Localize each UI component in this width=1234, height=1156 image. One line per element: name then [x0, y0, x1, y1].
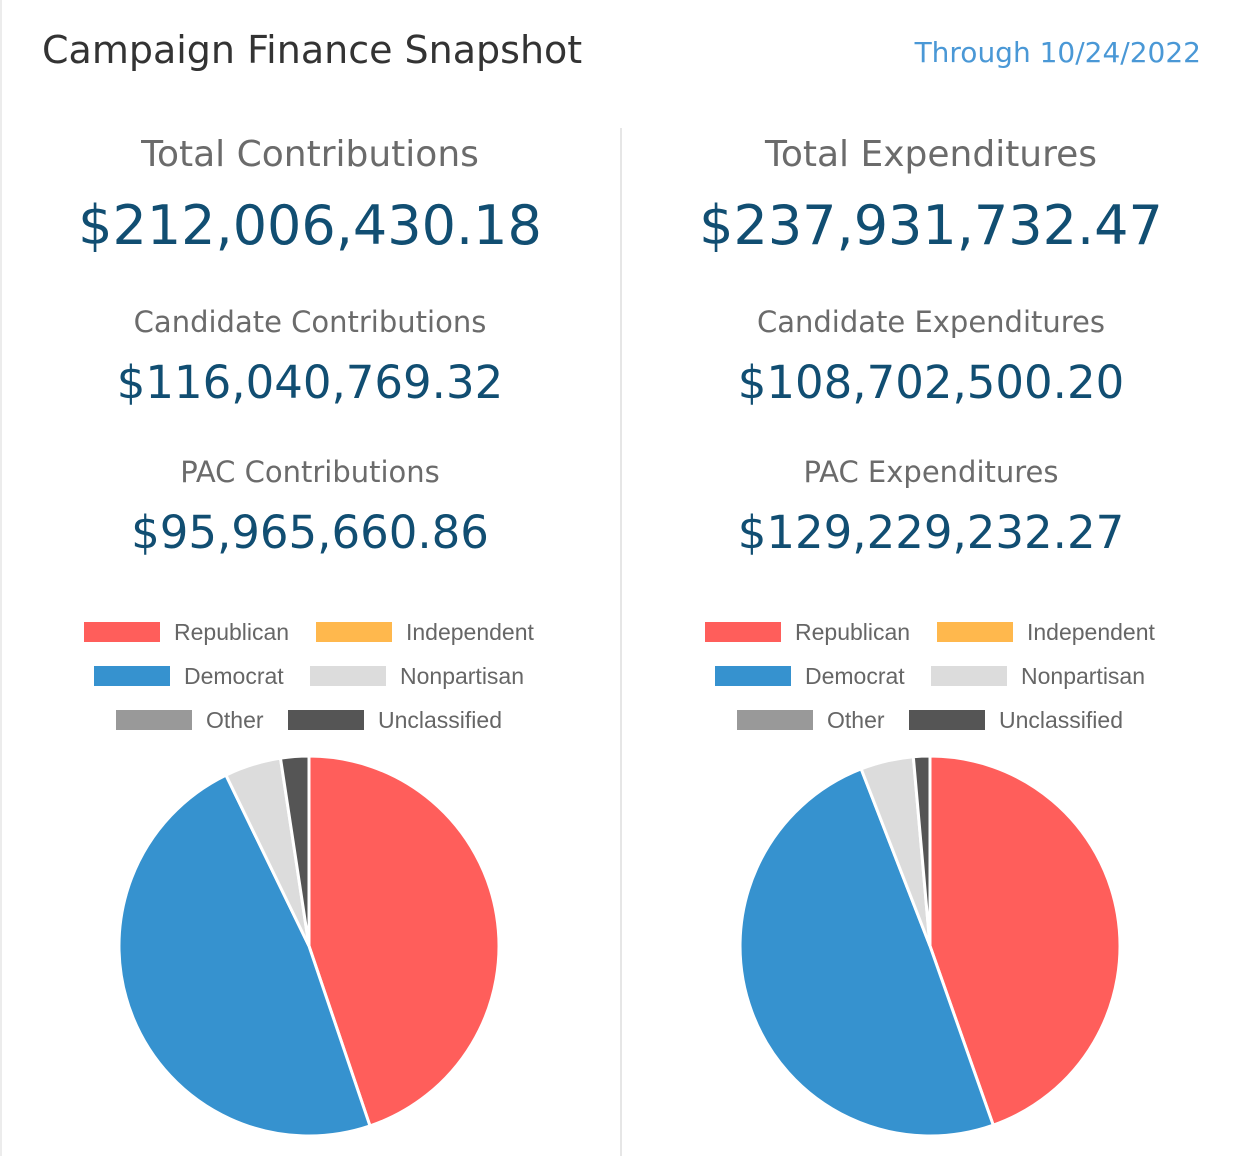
pac-contributions-label: PAC Contributions: [180, 455, 440, 489]
legend-label-republican: Republican: [174, 618, 290, 645]
contributions-legend-item-other[interactable]: Other: [116, 706, 264, 733]
legend-label-unclassified: Unclassified: [999, 706, 1123, 733]
contributions-chart-legend: Republican Independent Democrat Nonpartisan…: [30, 614, 590, 738]
expenditures-column: Total Expenditures $237,931,732.47 Candi…: [651, 0, 1211, 1156]
legend-swatch-independent: [316, 622, 392, 642]
pie-slice-unclassified[interactable]: [911, 754, 932, 947]
legend-label-nonpartisan: Nonpartisan: [1021, 662, 1146, 689]
pie-slice-republican[interactable]: [307, 754, 501, 1128]
expenditures-legend-item-other[interactable]: Other: [737, 706, 885, 733]
left-border: [0, 0, 2, 1156]
legend-swatch-unclassified: [288, 710, 364, 730]
contributions-pie-chart: [117, 754, 501, 1138]
pac-expenditures-value: $129,229,232.27: [737, 506, 1125, 559]
total-contributions-label: Total Contributions: [141, 134, 479, 175]
contributions-column: Total Contributions $212,006,430.18 Cand…: [30, 0, 590, 1156]
legend-label-nonpartisan: Nonpartisan: [400, 662, 525, 689]
candidate-contributions-label: Candidate Contributions: [133, 305, 487, 339]
total-expenditures-value: $237,931,732.47: [699, 194, 1163, 257]
page-title: Campaign Finance Snapshot: [42, 28, 583, 72]
column-divider: [620, 128, 622, 1156]
legend-swatch-other: [737, 710, 813, 730]
legend-swatch-democrat: [715, 666, 791, 686]
pie-slice-unclassified[interactable]: [278, 754, 311, 947]
expenditures-legend-item-unclassified[interactable]: Unclassified: [909, 706, 1123, 733]
legend-label-independent: Independent: [406, 618, 534, 645]
legend-swatch-republican: [705, 622, 781, 642]
legend-swatch-other: [116, 710, 192, 730]
candidate-expenditures-value: $108,702,500.20: [737, 356, 1125, 409]
contributions-legend-item-independent[interactable]: Independent: [316, 618, 534, 645]
pie-slice-democrat[interactable]: [117, 773, 372, 1138]
pac-expenditures-label: PAC Expenditures: [803, 455, 1059, 489]
expenditures-pie-chart: [738, 754, 1122, 1138]
legend-label-unclassified: Unclassified: [378, 706, 502, 733]
legend-swatch-independent: [937, 622, 1013, 642]
legend-swatch-republican: [84, 622, 160, 642]
contributions-legend-item-nonpartisan[interactable]: Nonpartisan: [310, 662, 525, 689]
legend-label-other: Other: [827, 706, 885, 733]
expenditures-legend-item-democrat[interactable]: Democrat: [715, 662, 905, 689]
pie-slice-republican[interactable]: [928, 754, 1122, 1128]
expenditures-legend-item-nonpartisan[interactable]: Nonpartisan: [931, 662, 1146, 689]
expenditures-legend-item-independent[interactable]: Independent: [937, 618, 1155, 645]
legend-swatch-unclassified: [909, 710, 985, 730]
legend-swatch-nonpartisan: [931, 666, 1007, 686]
pac-contributions-value: $95,965,660.86: [131, 506, 489, 559]
legend-label-democrat: Democrat: [184, 662, 284, 689]
total-expenditures-label: Total Expenditures: [764, 134, 1098, 175]
legend-label-democrat: Democrat: [805, 662, 905, 689]
legend-label-other: Other: [206, 706, 264, 733]
expenditures-legend-item-republican[interactable]: Republican: [705, 618, 911, 645]
candidate-contributions-value: $116,040,769.32: [116, 356, 504, 409]
contributions-legend-item-unclassified[interactable]: Unclassified: [288, 706, 502, 733]
date-range-label: Through 10/24/2022: [914, 36, 1201, 69]
legend-swatch-nonpartisan: [310, 666, 386, 686]
contributions-legend-item-democrat[interactable]: Democrat: [94, 662, 284, 689]
candidate-expenditures-label: Candidate Expenditures: [756, 305, 1106, 339]
legend-label-republican: Republican: [795, 618, 911, 645]
legend-label-independent: Independent: [1027, 618, 1155, 645]
contributions-legend-item-republican[interactable]: Republican: [84, 618, 290, 645]
pie-slice-democrat[interactable]: [738, 766, 996, 1138]
legend-swatch-democrat: [94, 666, 170, 686]
total-contributions-value: $212,006,430.18: [78, 194, 542, 257]
expenditures-chart-legend: Republican Independent Democrat Nonpartisan…: [651, 614, 1211, 738]
